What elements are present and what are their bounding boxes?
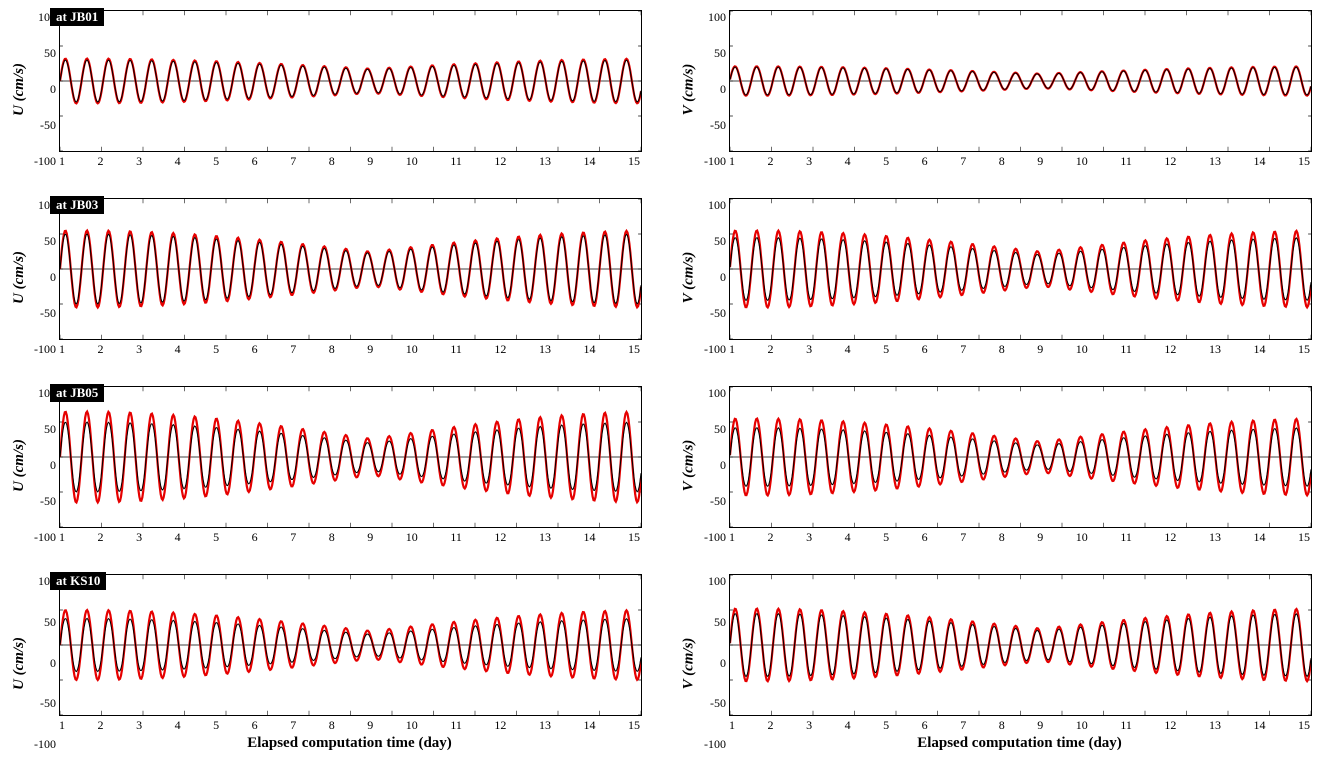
- x-ticks: 123456789101112131415: [59, 152, 640, 169]
- y-ticks: 100500-50-100: [698, 198, 729, 357]
- y-axis-label: V (cm/s): [680, 386, 698, 545]
- plot-area: [59, 386, 642, 528]
- x-ticks: 123456789101112131415: [59, 716, 640, 733]
- y-axis-label: U (cm/s): [10, 10, 28, 169]
- y-axis-label: V (cm/s): [680, 574, 698, 752]
- y-ticks: 100500-50-100: [28, 574, 59, 752]
- chart-panel: at JB03 U (cm/s)100500-50-100123456789101…: [10, 198, 640, 376]
- plot-area: [729, 10, 1312, 152]
- y-ticks: 100500-50-100: [698, 386, 729, 545]
- y-axis-label: V (cm/s): [680, 10, 698, 169]
- plot-area: [729, 574, 1312, 716]
- y-ticks: 100500-50-100: [28, 386, 59, 545]
- x-ticks: 123456789101112131415: [729, 152, 1310, 169]
- chart-panel: V (cm/s)100500-50-1001234567891011121314…: [680, 386, 1310, 564]
- chart-panel: V (cm/s)100500-50-1001234567891011121314…: [680, 198, 1310, 376]
- x-axis-label: Elapsed computation time (day): [729, 733, 1310, 752]
- y-axis-label: V (cm/s): [680, 198, 698, 357]
- plot-area: [59, 198, 642, 340]
- plot-area: [59, 574, 642, 716]
- station-label: at JB01: [50, 8, 104, 26]
- x-ticks: 123456789101112131415: [729, 340, 1310, 357]
- y-ticks: 100500-50-100: [28, 198, 59, 357]
- y-axis-label: U (cm/s): [10, 386, 28, 545]
- x-ticks: 123456789101112131415: [729, 716, 1310, 733]
- y-ticks: 100500-50-100: [698, 574, 729, 752]
- y-ticks: 100500-50-100: [698, 10, 729, 169]
- x-ticks: 123456789101112131415: [59, 340, 640, 357]
- y-axis-label: U (cm/s): [10, 198, 28, 357]
- chart-panel: at JB05 U (cm/s)100500-50-100123456789101…: [10, 386, 640, 564]
- chart-panel: V (cm/s)100500-50-1001234567891011121314…: [680, 10, 1310, 188]
- chart-panel: at JB01 U (cm/s)100500-50-100123456789101…: [10, 10, 640, 188]
- plot-area: [729, 198, 1312, 340]
- station-label: at KS10: [50, 572, 106, 590]
- station-label: at JB03: [50, 196, 104, 214]
- x-ticks: 123456789101112131415: [59, 528, 640, 545]
- plot-area: [59, 10, 642, 152]
- y-axis-label: U (cm/s): [10, 574, 28, 752]
- x-axis-label: Elapsed computation time (day): [59, 733, 640, 752]
- station-label: at JB05: [50, 384, 104, 402]
- chart-grid: at JB01U (cm/s)100500-50-100123456789101…: [10, 10, 1310, 752]
- plot-area: [729, 386, 1312, 528]
- x-ticks: 123456789101112131415: [729, 528, 1310, 545]
- chart-panel: V (cm/s)100500-50-1001234567891011121314…: [680, 574, 1310, 752]
- y-ticks: 100500-50-100: [28, 10, 59, 169]
- chart-panel: at KS10 U (cm/s)100500-50-100123456789101…: [10, 574, 640, 752]
